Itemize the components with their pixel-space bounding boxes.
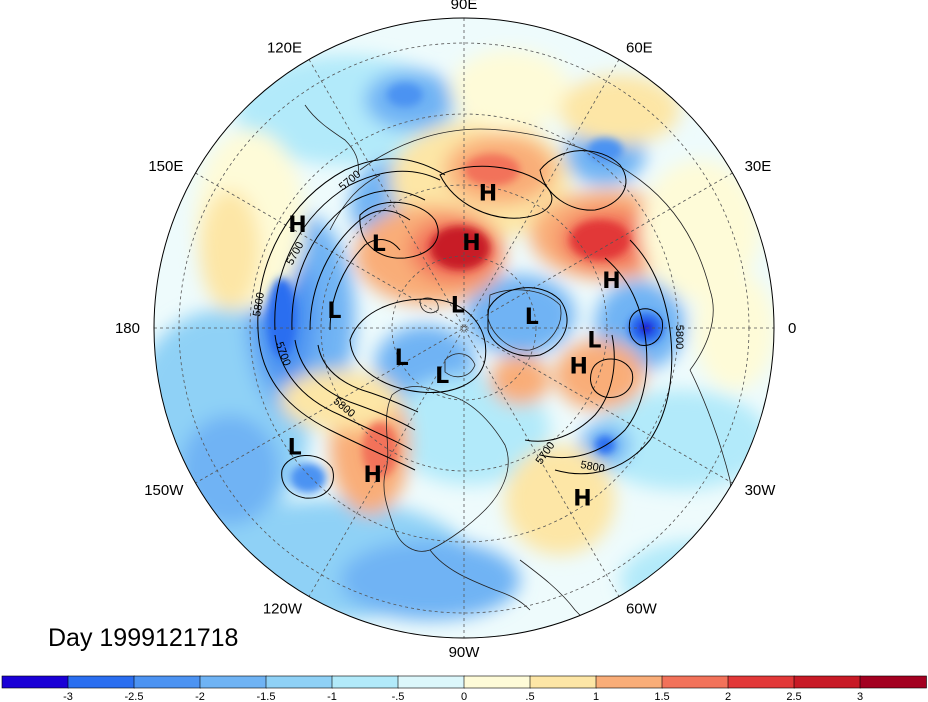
- contour-label: 5800: [673, 325, 685, 349]
- contour-label: 5800: [579, 459, 605, 475]
- graticule: [154, 18, 774, 638]
- map-boundary: [153, 17, 775, 639]
- contour-5500-west: [309, 210, 411, 331]
- height-contours: [257, 150, 673, 499]
- colorbar-tick-label: -1: [327, 691, 337, 702]
- lon-label: 30E: [745, 158, 772, 175]
- low-pressure-mark: L: [372, 232, 386, 257]
- lon-label: 90E: [451, 0, 478, 13]
- colorbar-tick-label: -.5: [392, 691, 405, 702]
- contour-center-loop: [349, 298, 487, 394]
- contour-low-atlantic: [628, 308, 664, 346]
- contour-5500-southwest: [317, 344, 419, 413]
- lon-label: 180: [115, 320, 140, 337]
- lon-label: 60W: [626, 601, 658, 618]
- colorbar-tick-label: -2: [195, 691, 205, 702]
- colorbar-swatch: [529, 675, 597, 689]
- lon-label: 90W: [449, 644, 481, 661]
- high-pressure-mark: H: [569, 354, 587, 379]
- colorbar-tick-label: -1.5: [257, 691, 276, 702]
- contour-5400-west: [329, 239, 401, 331]
- colorbar-tick-label: 2.5: [786, 691, 801, 702]
- colorbar-swatch: [67, 675, 135, 689]
- lon-label: 30W: [745, 482, 777, 499]
- colorbar-tick-label: .5: [525, 691, 534, 702]
- contour-east-asia: [439, 165, 553, 219]
- contour-siberia: [539, 150, 627, 211]
- colorbar: -3 -2.5 -2 -1.5 -1 -.5 0 .5 1 1.5 2 2.5 3: [1, 675, 927, 702]
- high-pressure-mark: H: [602, 269, 620, 294]
- colorbar-tick-label: 2: [725, 691, 731, 702]
- day-title: Day 1999121718: [48, 624, 238, 652]
- contour-5600-east: [524, 334, 615, 442]
- contour-low-pacific: [281, 455, 334, 499]
- lon-label: 120W: [263, 601, 303, 618]
- contour-5700-southwest: [274, 334, 413, 451]
- lon-label: 60E: [626, 39, 653, 56]
- colorbar-swatch: [1, 675, 69, 689]
- lon-label: 150W: [144, 482, 184, 499]
- contour-5600-southwest: [294, 339, 416, 431]
- colorbar-swatch: [133, 675, 201, 689]
- contour-5800-southwest: [257, 329, 416, 471]
- colorbar-tick-label: 1.5: [654, 691, 669, 702]
- contour-greenland-loop: [487, 287, 568, 357]
- colorbar-tick-label: 3: [857, 691, 863, 702]
- lon-label: 150E: [148, 158, 183, 175]
- contour-5600-west: [291, 190, 426, 331]
- longitude-labels: 90E 60E 30E 0 30W 60W 90W 120W 150W 180 150E 120E: [115, 0, 796, 661]
- high-pressure-mark: H: [462, 231, 480, 256]
- colorbar-swatch: [199, 675, 267, 689]
- lon-label: 120E: [267, 39, 302, 56]
- low-pressure-mark: L: [451, 294, 465, 319]
- colorbar-swatch: [397, 675, 465, 689]
- low-pressure-mark: L: [327, 299, 341, 324]
- contour-north-asia: [359, 201, 439, 259]
- contour-5700-west: [274, 170, 441, 331]
- colorbar-swatch: [727, 675, 795, 689]
- low-pressure-mark: L: [587, 328, 601, 353]
- colorbar-swatch: [793, 675, 861, 689]
- low-pressure-mark: L: [288, 436, 302, 461]
- high-pressure-mark: H: [479, 181, 497, 206]
- high-pressure-mark: H: [363, 463, 381, 488]
- low-pressure-mark: L: [395, 346, 409, 371]
- low-pressure-mark: L: [435, 364, 449, 389]
- contour-high-atlantic: [590, 358, 634, 398]
- contour-label: 5800: [251, 291, 267, 317]
- colorbar-tick-label: -2.5: [125, 691, 144, 702]
- colorbar-swatch: [595, 675, 663, 689]
- colorbar-swatch: [463, 675, 531, 689]
- colorbar-swatch: [265, 675, 333, 689]
- low-pressure-mark: L: [525, 305, 539, 330]
- colorbar-tick-label: -3: [63, 691, 73, 702]
- contour-5700-east: [539, 257, 648, 458]
- high-pressure-mark: H: [288, 213, 306, 238]
- contour-5800-west: [257, 158, 446, 331]
- colorbar-tick-label: 0: [461, 691, 467, 702]
- high-pressure-mark: H: [573, 486, 591, 511]
- lon-label: 0: [788, 320, 796, 337]
- colorbar-swatch: [331, 675, 399, 689]
- contour-5800-east: [554, 239, 673, 475]
- colorbar-swatch: [859, 675, 927, 689]
- colorbar-swatch: [661, 675, 729, 689]
- colorbar-tick-label: 1: [593, 691, 599, 702]
